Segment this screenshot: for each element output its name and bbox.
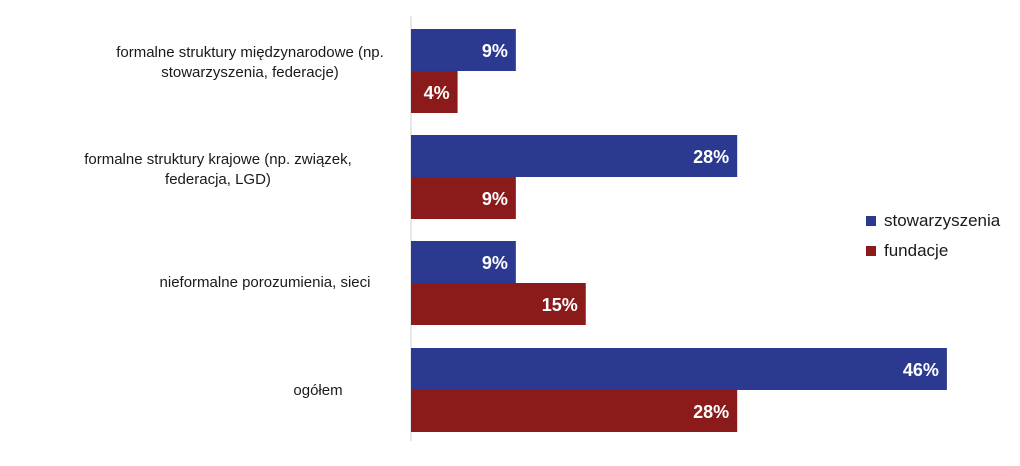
data-label-fundacje-3: 28% xyxy=(693,402,729,422)
category-label-1: formalne struktury krajowe (np. związek,… xyxy=(84,151,352,188)
legend-swatch-fundacje xyxy=(866,246,876,256)
data-label-fundacje-2: 15% xyxy=(542,295,578,315)
category-label-0: formalne struktury międzynarodowe (np. s… xyxy=(116,44,384,81)
legend-item-stowarzyszenia: stowarzyszenia xyxy=(866,206,1000,236)
category-label-2: nieformalne porozumienia, sieci xyxy=(159,274,371,291)
data-label-fundacje-1: 9% xyxy=(482,189,508,209)
data-label-stowarzyszenia-1: 28% xyxy=(693,147,729,167)
category-label-3: ogółem xyxy=(293,382,343,399)
bar-stowarzyszenia-2 xyxy=(411,241,516,283)
data-label-stowarzyszenia-2: 9% xyxy=(482,253,508,273)
legend-item-fundacje: fundacje xyxy=(866,236,1000,266)
legend-label-fundacje: fundacje xyxy=(884,241,949,260)
bar-stowarzyszenia-1 xyxy=(411,135,738,177)
legend-swatch-stowarzyszenia xyxy=(866,216,876,226)
bar-fundacje-0 xyxy=(411,71,458,113)
data-label-fundacje-0: 4% xyxy=(424,83,450,103)
data-label-stowarzyszenia-0: 9% xyxy=(482,41,508,61)
bar-fundacje-2 xyxy=(411,283,586,325)
bar-fundacje-3 xyxy=(411,390,738,432)
legend: stowarzyszenia fundacje xyxy=(866,206,1000,266)
data-label-stowarzyszenia-3: 46% xyxy=(903,360,939,380)
bar-fundacje-1 xyxy=(411,177,516,219)
bar-stowarzyszenia-0 xyxy=(411,29,516,71)
legend-label-stowarzyszenia: stowarzyszenia xyxy=(884,211,1001,230)
bar-stowarzyszenia-3 xyxy=(411,348,947,390)
